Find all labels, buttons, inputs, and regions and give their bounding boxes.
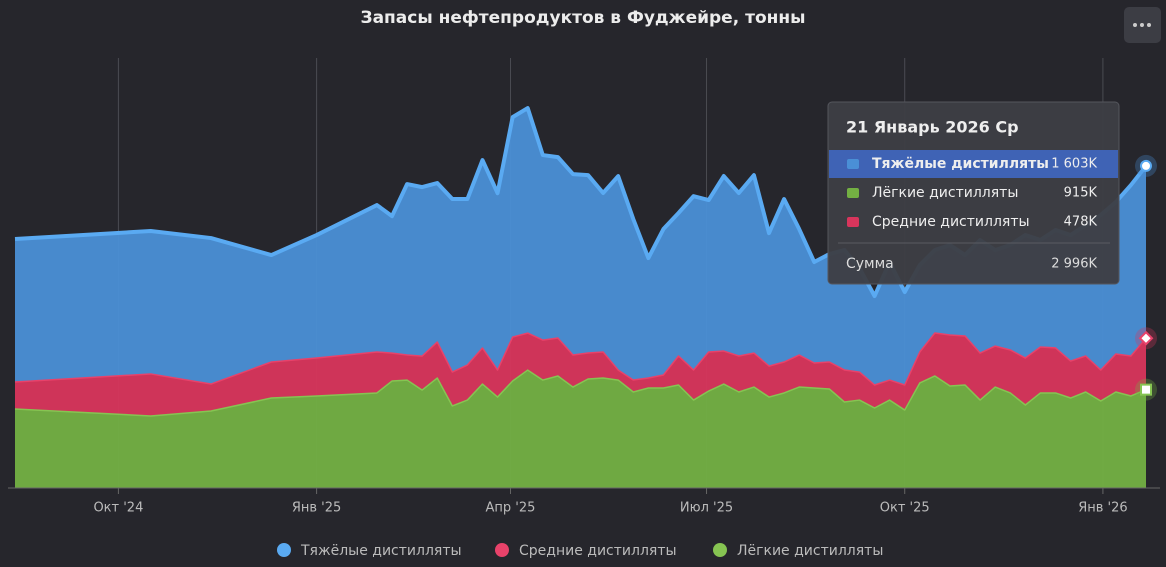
area xyxy=(15,370,1146,488)
legend-swatch xyxy=(713,543,727,557)
tooltip-name: Средние дистилляты xyxy=(872,214,1030,230)
x-tick-label: Янв '25 xyxy=(292,501,341,516)
tooltip-total-value: 2 996K xyxy=(1051,257,1097,272)
x-tick-label: Окт '25 xyxy=(880,501,930,516)
x-tick-label: Янв '26 xyxy=(1078,501,1127,516)
tooltip-total-name: Сумма xyxy=(846,256,894,272)
x-tick-label: Окт '24 xyxy=(93,501,143,516)
tooltip-name: Лёгкие дистилляты xyxy=(872,185,1018,201)
area xyxy=(15,108,1146,386)
tooltip-bg xyxy=(827,101,1120,285)
legend-label: Тяжёлые дистилляты xyxy=(300,543,462,559)
tooltip-value: 478K xyxy=(1064,215,1098,230)
x-tick-label: Апр '25 xyxy=(486,501,536,516)
marker xyxy=(1140,383,1152,396)
legend-swatch xyxy=(495,543,509,557)
x-tick-label: Июл '25 xyxy=(680,501,733,516)
menu-button[interactable] xyxy=(1124,7,1161,43)
legend-label: Лёгкие дистилляты xyxy=(737,543,883,559)
legend-swatch xyxy=(277,543,291,557)
tooltip-value: 915K xyxy=(1064,186,1098,201)
area-line xyxy=(14,332,1147,386)
menu-dot xyxy=(1140,23,1144,27)
legend: Тяжёлые дистилляты Средние дистилляты Лёгк… xyxy=(277,543,883,559)
tooltip-name: Тяжёлые дистилляты xyxy=(872,156,1049,172)
plot: Окт '24 Янв '25 Апр '25 Июл '25 Окт '25 Янв '… xyxy=(8,58,1160,516)
marker xyxy=(1138,330,1154,346)
tooltip: 21 Январь 2026 Ср Тяжёлые дистилляты 1 603… xyxy=(827,101,1120,285)
legend-label: Средние дистилляты xyxy=(519,543,677,559)
area-line xyxy=(14,369,1147,417)
marker xyxy=(1140,159,1152,172)
menu-dot xyxy=(1133,23,1137,27)
tooltip-swatch xyxy=(847,217,859,227)
tooltip-title: 21 Январь 2026 Ср xyxy=(846,118,1019,137)
legend-item[interactable]: Средние дистилляты xyxy=(495,543,677,559)
tooltip-value: 1 603K xyxy=(1051,157,1097,172)
menu-dot xyxy=(1147,23,1151,27)
legend-item[interactable]: Тяжёлые дистилляты xyxy=(277,543,462,559)
tooltip-highlight xyxy=(829,150,1118,178)
legend-item[interactable]: Лёгкие дистилляты xyxy=(713,543,883,559)
tooltip-swatch xyxy=(847,188,859,198)
area xyxy=(15,332,1146,416)
tooltip-swatch xyxy=(847,159,859,169)
chart-title: Запасы нефтепродуктов в Фуджейре, тонны xyxy=(361,8,806,28)
